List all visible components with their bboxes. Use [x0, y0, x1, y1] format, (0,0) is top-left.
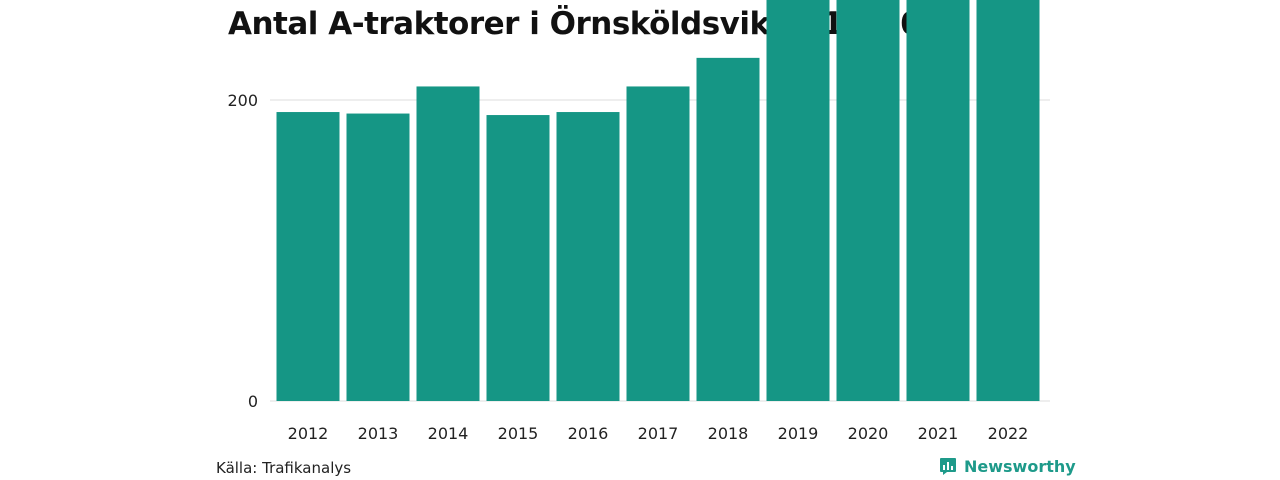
- x-tick-label: 2016: [568, 424, 609, 443]
- x-tick-label: 2021: [918, 424, 959, 443]
- x-tick-label: 2012: [288, 424, 329, 443]
- bar-2019: [766, 0, 830, 402]
- bar-2022: [976, 0, 1040, 401]
- source-note: Källa: Trafikanalys: [216, 459, 352, 477]
- bar-2020: [836, 0, 900, 401]
- y-tick-label: 0: [248, 392, 258, 411]
- bar-2014: [416, 86, 480, 401]
- x-tick-label: 2017: [638, 424, 679, 443]
- x-axis-labels: 2012 2013 2014 2015 2016 2017 2018 2019 2020 2021…: [288, 424, 1029, 443]
- x-tick-label: 2018: [708, 424, 749, 443]
- x-tick-label: 2013: [358, 424, 399, 443]
- y-axis-labels: 0200400600: [227, 91, 258, 411]
- y-tick-label: 200: [227, 91, 258, 110]
- bar-2015: [486, 115, 550, 402]
- x-tick-label: 2015: [498, 424, 539, 443]
- x-tick-label: 2022: [988, 424, 1029, 443]
- brand-name: Newsworthy: [964, 456, 1076, 476]
- brand-logo: Newsworthy: [938, 456, 1076, 476]
- bars: [276, 0, 1040, 402]
- bar-2013: [346, 113, 410, 402]
- x-tick-label: 2020: [848, 424, 889, 443]
- bar-2016: [556, 112, 620, 401]
- bar-2018: [696, 57, 760, 402]
- x-tick-label: 2019: [778, 424, 819, 443]
- bar-2017: [626, 86, 690, 401]
- bar-2021: [906, 0, 970, 401]
- bar-chart-logo-icon: [940, 458, 956, 475]
- bar-2012: [276, 112, 340, 401]
- x-tick-label: 2014: [428, 424, 469, 443]
